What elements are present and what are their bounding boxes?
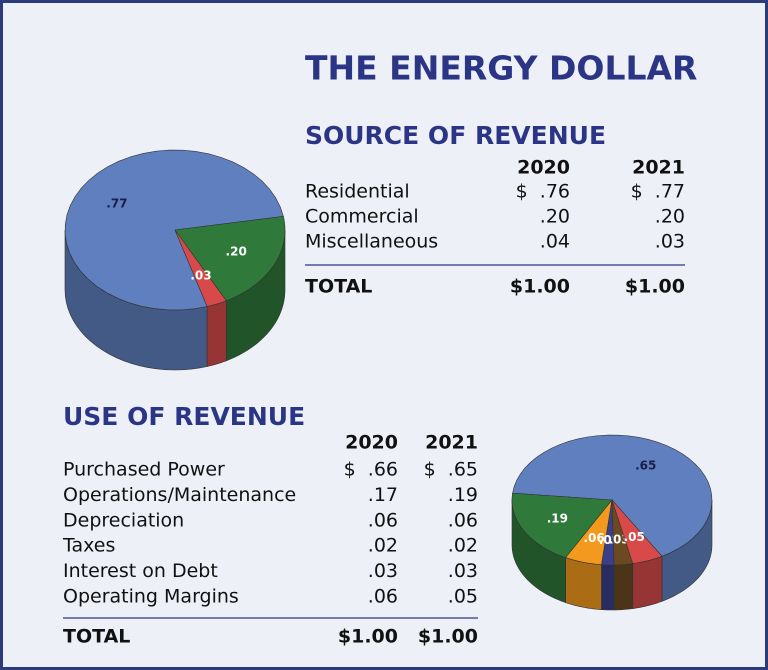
row-label: Operating Margins	[63, 586, 239, 608]
cell: .02	[448, 535, 478, 557]
cell: $ .77	[631, 181, 685, 203]
title: THE ENERGY DOLLAR	[305, 49, 697, 88]
cell: .03	[655, 231, 685, 253]
column-header: 2020	[345, 432, 398, 454]
slice	[512, 434, 713, 557]
slice-side	[206, 300, 227, 367]
total: $1.00	[625, 276, 685, 298]
cell: .06	[448, 509, 478, 531]
cell: .20	[540, 206, 570, 228]
row-label: Commercial	[305, 206, 419, 228]
total-label: TOTAL	[63, 626, 130, 648]
total: $1.00	[510, 276, 570, 298]
slice-label: .65	[635, 459, 656, 473]
slice-side	[601, 564, 615, 611]
slice-label: .03	[190, 268, 211, 282]
column-header: 2021	[632, 157, 685, 179]
use-heading: USE OF REVENUE	[63, 402, 305, 431]
slice	[174, 229, 227, 307]
slice-label: .19	[547, 512, 568, 526]
row-label: Purchased Power	[63, 459, 225, 481]
slice	[611, 499, 663, 564]
row-label: Residential	[305, 181, 410, 203]
slice-side	[632, 555, 663, 609]
row-label: Depreciation	[63, 509, 184, 531]
total: $1.00	[338, 626, 398, 648]
cell: .03	[448, 560, 478, 582]
cell: .06	[368, 509, 398, 531]
row-label: Taxes	[62, 535, 115, 557]
cell: $ .65	[424, 459, 478, 481]
slice	[174, 216, 286, 302]
slice-side	[565, 557, 602, 610]
slice	[64, 149, 284, 311]
cell: $ .66	[344, 459, 398, 481]
total-label: TOTAL	[305, 276, 372, 298]
row-label: Operations/Maintenance	[63, 484, 296, 506]
slice	[565, 498, 613, 565]
column-header: 2020	[517, 157, 570, 179]
cell: .19	[448, 484, 478, 506]
cell: .20	[655, 206, 685, 228]
cell: $ .76	[516, 181, 570, 203]
cell: .02	[368, 535, 398, 557]
cell: .04	[540, 231, 570, 253]
column-header: 2021	[425, 432, 478, 454]
total: $1.00	[418, 626, 478, 648]
row-label: Interest on Debt	[63, 560, 218, 582]
slice-label: .05	[624, 530, 645, 544]
slice	[511, 492, 613, 558]
row-label: Miscellaneous	[305, 231, 438, 253]
cell: .03	[368, 560, 398, 582]
slice-label: .06	[583, 531, 604, 545]
source-heading: SOURCE OF REVENUE	[305, 121, 606, 150]
slice-label: .20	[226, 244, 247, 258]
cell: .17	[368, 484, 398, 506]
cell: .06	[368, 586, 398, 608]
slice-label: .77	[106, 197, 127, 211]
cell: .05	[448, 586, 478, 608]
slice-side	[613, 563, 634, 611]
slice	[601, 499, 615, 566]
